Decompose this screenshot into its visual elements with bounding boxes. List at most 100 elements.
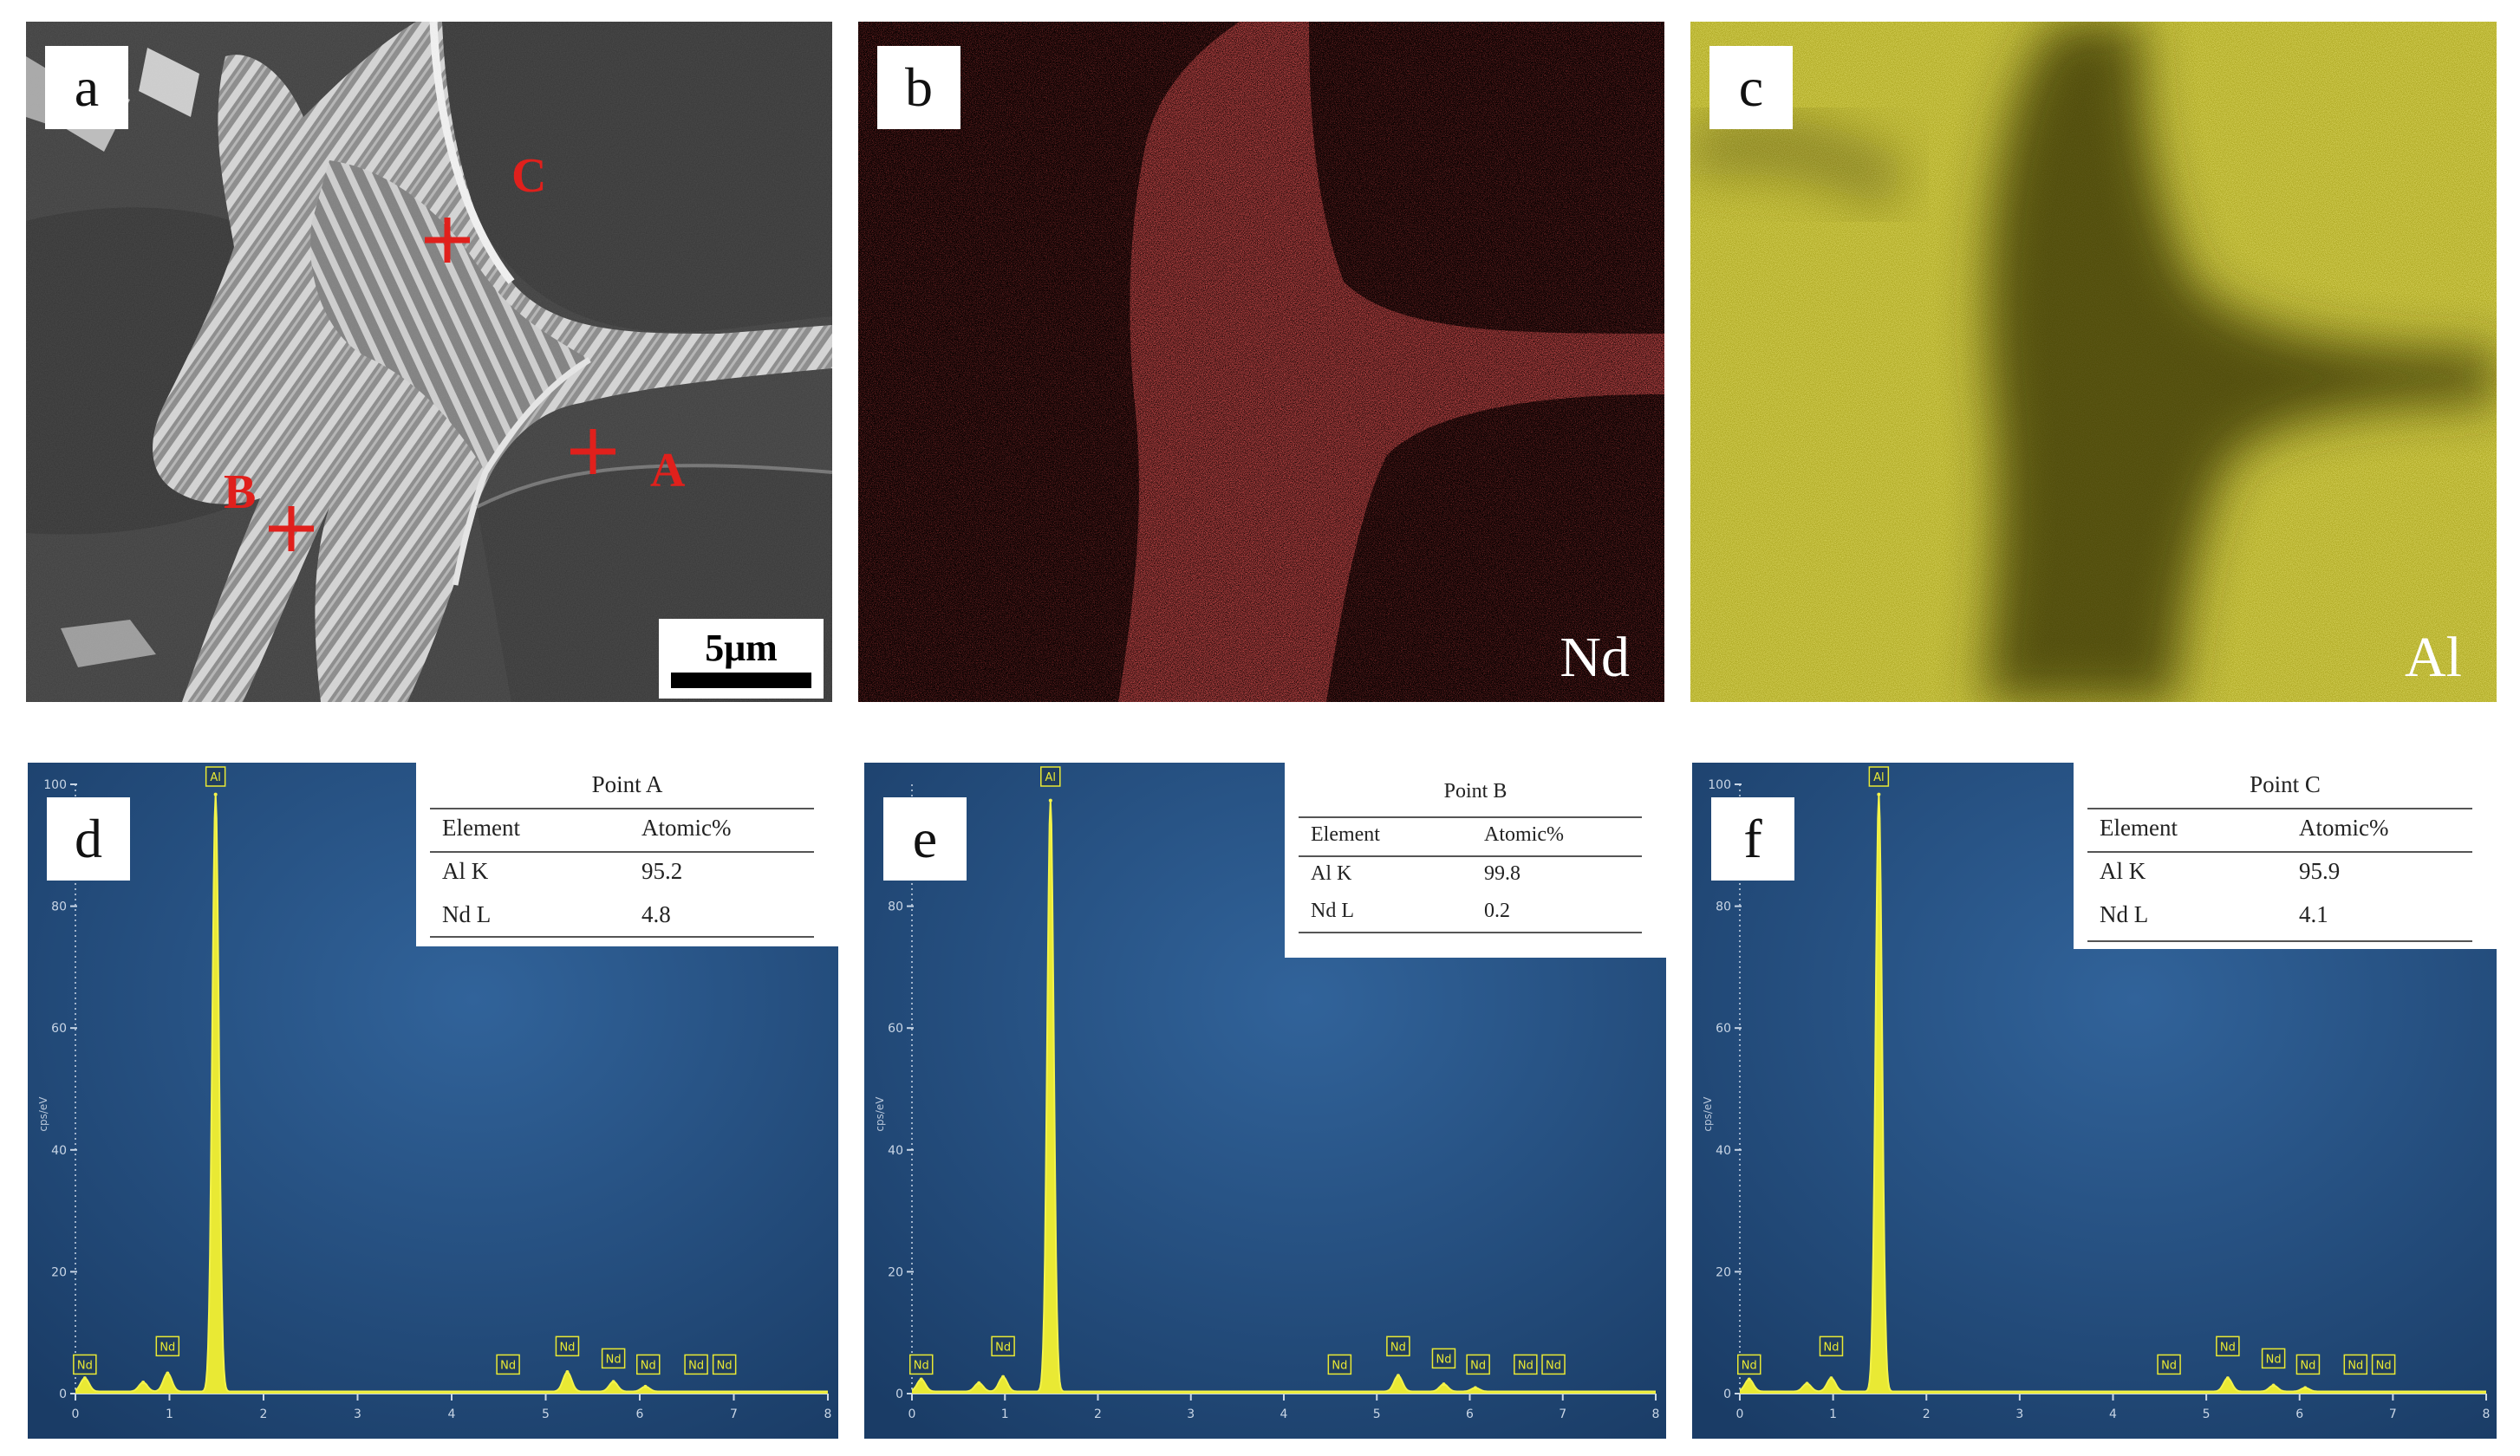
y-tick-label: 40 [51, 1144, 67, 1158]
x-tick-label: 5 [542, 1407, 550, 1421]
table-cell: 99.8 [1484, 862, 1520, 885]
x-tick-label: 0 [1736, 1407, 1744, 1421]
table-header-element: Element [1311, 823, 1380, 846]
table-header-atomic: Atomic% [641, 815, 732, 841]
peak-point [643, 1384, 648, 1388]
peak-label-box [712, 1354, 737, 1375]
peak-label-box [205, 766, 226, 787]
peak-label-text: Nd [688, 1359, 704, 1372]
peak-label-text: Al [1873, 771, 1885, 784]
peak-label-text: Nd [1470, 1359, 1486, 1372]
peak-label-text: Nd [1546, 1359, 1561, 1372]
y-tick-label: 80 [51, 900, 67, 914]
panel-letter-d: d [47, 797, 130, 881]
sem-micrograph [26, 22, 832, 702]
peak-label: Nd [2216, 1336, 2240, 1357]
table-header-element: Element [2100, 815, 2178, 841]
x-tick-label: 7 [1559, 1407, 1566, 1421]
peak-point [611, 1380, 615, 1384]
peak-point [213, 792, 218, 796]
x-tick-label: 6 [636, 1407, 644, 1421]
peak-label-box [555, 1336, 580, 1357]
x-tick-label: 7 [2389, 1407, 2397, 1421]
y-tick-label: 100 [1708, 778, 1731, 792]
y-tick-label: 60 [1716, 1022, 1731, 1036]
scale-bar-label: 5μm [705, 627, 778, 669]
y-tick-label: 60 [888, 1022, 903, 1036]
peak-label: Al [1040, 766, 1061, 787]
table-title: Point B [1443, 780, 1507, 803]
peak-point [2271, 1383, 2276, 1388]
peak-label-text: Nd [914, 1359, 929, 1372]
peak-label-box [1040, 766, 1061, 787]
table-title: Point A [591, 771, 663, 797]
x-tick-label: 3 [2015, 1407, 2023, 1421]
peak-point [1747, 1377, 1751, 1381]
eds-spectrum-panel-d: 0 1 2 3 4 5 6 7 8 0 20 40 60 80 100 cps/eV Nd Nd Al Nd Nd Nd N… [28, 763, 838, 1439]
x-tick-label: 8 [824, 1407, 832, 1421]
peak-label-text: Nd [1332, 1359, 1347, 1372]
peak-label: Nd [2295, 1354, 2321, 1375]
x-tick-label: 4 [448, 1407, 456, 1421]
x-tick-label: 2 [1094, 1407, 1102, 1421]
eds-spectrum-panel-f: 0 1 2 3 4 5 6 7 8 0 20 40 60 80 100 cps/eV Nd Nd Al Nd Nd Nd N… [1692, 763, 2497, 1439]
table-cell: 0.2 [1484, 900, 1510, 922]
y-tick-label: 80 [888, 900, 903, 914]
peak-label-box [2343, 1354, 2368, 1375]
x-tick-label: 2 [260, 1407, 268, 1421]
peak-label-box [1386, 1336, 1410, 1357]
peak-label-box [2371, 1354, 2396, 1375]
peak-point [1001, 1375, 1006, 1379]
element-label-nd: Nd [1560, 626, 1630, 689]
peak-label-box [908, 1354, 934, 1375]
peak-label-box [73, 1354, 97, 1375]
panel-letter-e: e [883, 797, 967, 881]
peak-label-text: Nd [2347, 1359, 2363, 1372]
y-tick-label: 0 [895, 1388, 903, 1401]
peak-label: Nd [1541, 1354, 1566, 1375]
peak-point [565, 1370, 570, 1375]
peak-label-text: Nd [1390, 1341, 1406, 1354]
x-tick-label: 1 [1829, 1407, 1837, 1421]
peak-label-text: Nd [641, 1359, 656, 1372]
table-cell: 95.9 [2299, 858, 2341, 884]
peak-label-box [155, 1336, 180, 1357]
peak-label-text: Nd [1823, 1341, 1839, 1354]
x-tick-label: 3 [1187, 1407, 1195, 1421]
peak-label: Nd [1819, 1336, 1844, 1357]
peak-label-text: Nd [1436, 1353, 1451, 1366]
peak-label-text: Al [1045, 771, 1057, 784]
x-tick-label: 8 [2483, 1407, 2491, 1421]
peak-label-box [1868, 766, 1890, 787]
peak-label: Al [1868, 766, 1890, 787]
table-cell: Nd L [2100, 901, 2149, 927]
peak-point [1829, 1376, 1833, 1381]
atomic-percent-table-a: Point A Element Atomic% Al K 95.2 Nd L 4.8 [416, 763, 838, 946]
peak-label-text: Nd [77, 1359, 93, 1372]
table-header-atomic: Atomic% [2299, 815, 2389, 841]
table-cell: Nd L [442, 901, 492, 927]
x-tick-label: 1 [166, 1407, 173, 1421]
table-title: Point C [2250, 771, 2321, 797]
spectrum-line [911, 800, 1656, 1393]
scale-bar: 5μm [659, 619, 824, 699]
peak-label: Nd [601, 1348, 626, 1369]
peak-label: Nd [2343, 1354, 2368, 1375]
peak-label-box [1431, 1348, 1456, 1369]
peak-point [977, 1381, 981, 1385]
point-label-c: C [511, 149, 547, 203]
y-tick-label: 20 [888, 1265, 903, 1279]
peak-label: Nd [1327, 1354, 1352, 1375]
y-axis-label: cps/eV [874, 1096, 886, 1132]
x-tick-label: 6 [1466, 1407, 1474, 1421]
peak-label-text: Nd [2266, 1353, 2282, 1366]
x-tick-label: 2 [1923, 1407, 1931, 1421]
peak-label-text: Al [210, 771, 221, 784]
peak-point [1473, 1386, 1477, 1390]
y-axis-label: cps/eV [1702, 1096, 1714, 1132]
peak-label: Nd [908, 1354, 934, 1375]
al-element-map [1690, 22, 2497, 702]
x-tick-label: 0 [908, 1407, 916, 1421]
y-tick-label: 60 [51, 1022, 67, 1036]
peak-point [1877, 792, 1881, 796]
